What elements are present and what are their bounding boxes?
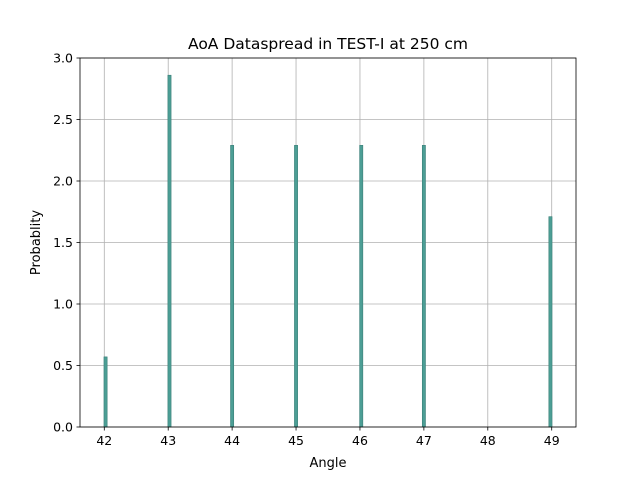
x-tick-label: 48 [480, 433, 496, 448]
histogram-bar [421, 145, 426, 428]
y-axis-label: Probablity [29, 210, 44, 275]
y-tick-label: 1.5 [53, 235, 73, 250]
y-axis-ticks: 0.0 0.5 1.0 1.5 2.0 2.5 3.0 [53, 51, 80, 435]
x-tick-label: 47 [416, 433, 432, 448]
histogram-bar [359, 145, 364, 428]
x-tick-label: 42 [96, 433, 112, 448]
x-tick-label: 44 [224, 433, 240, 448]
histogram-bar [230, 145, 235, 428]
x-tick-label: 45 [288, 433, 304, 448]
y-tick-label: 0.5 [53, 358, 73, 373]
y-tick-label: 0.0 [53, 420, 73, 435]
y-tick-label: 2.0 [53, 174, 73, 189]
y-tick-label: 1.0 [53, 297, 73, 312]
bars [103, 74, 553, 428]
x-axis-label: Angle [310, 456, 347, 471]
histogram-bar [294, 145, 298, 428]
x-axis-ticks: 42 43 44 45 46 47 48 49 [96, 427, 560, 448]
x-tick-label: 46 [352, 433, 368, 448]
y-tick-label: 2.5 [53, 112, 73, 127]
histogram-bar [548, 216, 553, 428]
chart-title: AoA Dataspread in TEST-I at 250 cm [188, 35, 468, 53]
x-tick-label: 49 [544, 433, 560, 448]
y-tick-label: 3.0 [53, 51, 73, 66]
histogram-bar [167, 74, 172, 428]
x-tick-label: 43 [160, 433, 176, 448]
histogram-bar [103, 356, 108, 428]
